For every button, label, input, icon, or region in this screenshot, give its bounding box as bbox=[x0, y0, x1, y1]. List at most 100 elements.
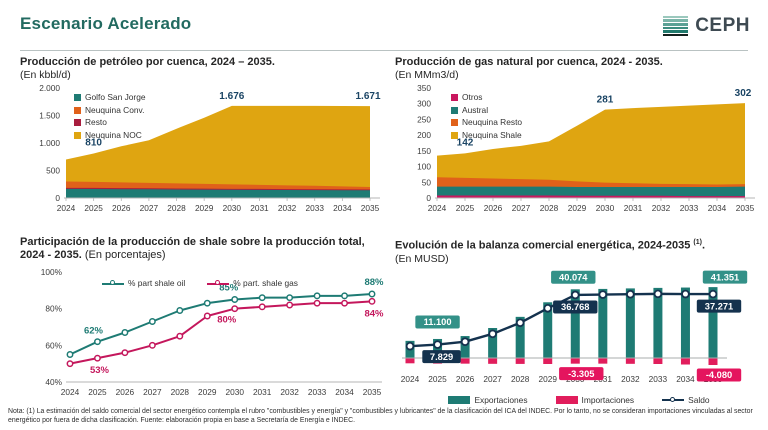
x-tick-label: 2035 bbox=[736, 203, 755, 213]
x-tick-label: 2028 bbox=[171, 387, 190, 397]
balance-chart-title-text: Evolución de la balanza comercial energé… bbox=[395, 239, 691, 252]
bar bbox=[405, 357, 415, 363]
x-tick-label: 2033 bbox=[305, 203, 324, 213]
logo-stripe bbox=[663, 26, 689, 30]
bar bbox=[515, 357, 525, 364]
gas-chart-subtitle: (En MMm3/d) bbox=[395, 69, 459, 81]
data-point-marker bbox=[286, 294, 294, 302]
data-label: 62% bbox=[84, 326, 104, 337]
oil-production-chart-card: Producción de petróleo por cuenca, 2024 … bbox=[20, 56, 382, 220]
data-point-marker bbox=[66, 351, 74, 358]
x-tick-label: 2035 bbox=[363, 387, 382, 397]
legend-item: Neuquina NOC bbox=[74, 130, 146, 142]
logo-stripe bbox=[663, 19, 689, 22]
x-tick-label: 2027 bbox=[140, 203, 159, 213]
x-tick-label: 2025 bbox=[456, 203, 475, 213]
bar bbox=[625, 288, 635, 358]
bar bbox=[598, 288, 608, 358]
y-tick-label: 0 bbox=[426, 193, 431, 203]
line-series-part-shale-oil bbox=[66, 290, 376, 358]
y-tick-label: 100% bbox=[41, 267, 63, 277]
x-tick-label: 2035 bbox=[361, 203, 380, 213]
legend-label: % part. shale gas bbox=[233, 278, 298, 288]
x-tick-label: 2032 bbox=[278, 203, 297, 213]
legend-label: Resto bbox=[85, 117, 107, 127]
area-series-neuquina-noc bbox=[66, 105, 370, 198]
badge-label: 41.351 bbox=[711, 272, 739, 282]
legend-swatch-icon bbox=[74, 119, 81, 127]
x-tick-label: 2034 bbox=[676, 374, 695, 384]
data-point-marker bbox=[94, 338, 101, 346]
y-tick-label: 100 bbox=[417, 162, 431, 172]
legend-swatch-icon bbox=[555, 396, 578, 405]
balance-chart-title-period: . bbox=[701, 239, 705, 252]
legend-item: Importaciones bbox=[555, 394, 635, 407]
data-point-marker bbox=[708, 289, 718, 299]
x-tick-label: 2033 bbox=[680, 203, 699, 213]
y-tick-label: 60% bbox=[45, 340, 62, 350]
data-point-marker bbox=[148, 341, 156, 349]
data-label: 84% bbox=[364, 308, 384, 319]
gas-chart-title: Producción de gas natural por cuenca, 20… bbox=[395, 56, 663, 68]
legend-item: Exportaciones bbox=[448, 395, 528, 407]
legend-swatch-icon bbox=[451, 106, 458, 114]
logo-stripe bbox=[663, 30, 689, 33]
data-point-marker bbox=[176, 332, 184, 340]
data-point-marker bbox=[286, 301, 294, 309]
legend-swatch-icon bbox=[102, 280, 124, 286]
legend-item: Otros bbox=[451, 92, 522, 104]
legend-marker-icon bbox=[215, 280, 221, 286]
data-point-marker bbox=[313, 299, 321, 307]
legend-swatch-icon bbox=[662, 396, 685, 402]
x-tick-label: 2025 bbox=[88, 387, 107, 397]
legend-label: Neuquina Conv. bbox=[85, 104, 145, 115]
line-series-part-shale-gas bbox=[66, 297, 376, 368]
logo-stripe bbox=[663, 15, 689, 19]
ceph-logo-stripes-icon bbox=[663, 15, 689, 37]
data-point-marker bbox=[258, 294, 266, 302]
x-tick-label: 2034 bbox=[333, 203, 352, 213]
x-tick-label: 2028 bbox=[511, 374, 530, 384]
legend-label: Importaciones bbox=[581, 394, 635, 405]
oil-chart-subtitle: (En kbbl/d) bbox=[20, 69, 71, 81]
x-tick-label: 2025 bbox=[84, 203, 103, 213]
logo-stripe bbox=[663, 33, 689, 37]
value-badge bbox=[422, 349, 461, 363]
x-tick-label: 2024 bbox=[428, 203, 447, 213]
data-point-marker bbox=[488, 329, 497, 338]
x-tick-label: 2029 bbox=[568, 203, 587, 213]
x-tick-label: 2034 bbox=[708, 203, 727, 213]
value-badge bbox=[415, 315, 460, 329]
x-tick-label: 2034 bbox=[335, 387, 354, 397]
value-badge bbox=[696, 299, 742, 313]
balance-chart-title-sup: (1) bbox=[693, 239, 702, 246]
ceph-logo: CEPH bbox=[663, 15, 750, 37]
y-tick-label: 250 bbox=[417, 114, 431, 124]
data-point-marker bbox=[148, 318, 156, 325]
legend-swatch-icon bbox=[74, 131, 81, 139]
x-tick-label: 2030 bbox=[225, 387, 244, 397]
x-tick-label: 2031 bbox=[250, 203, 269, 213]
bar bbox=[653, 287, 663, 358]
legend-item: Resto bbox=[74, 117, 146, 129]
data-label: 53% bbox=[90, 365, 110, 376]
y-tick-label: 350 bbox=[417, 83, 431, 93]
data-point-marker bbox=[341, 292, 348, 300]
data-point-marker bbox=[341, 299, 348, 307]
legend-label: Otros bbox=[462, 92, 483, 102]
logo-stripe bbox=[663, 22, 689, 26]
legend-swatch-icon bbox=[74, 106, 81, 114]
area-series-golfo-san-jorge bbox=[66, 188, 370, 198]
legend-swatch-icon bbox=[451, 131, 458, 139]
bar bbox=[570, 357, 580, 364]
x-tick-label: 2026 bbox=[456, 374, 475, 384]
bar bbox=[653, 357, 663, 364]
legend-swatch-icon bbox=[451, 94, 458, 102]
bar bbox=[708, 357, 718, 365]
x-tick-label: 2026 bbox=[116, 387, 135, 397]
y-tick-label: 200 bbox=[417, 130, 431, 140]
data-point-marker bbox=[176, 307, 184, 314]
bar bbox=[680, 357, 690, 365]
badge-label: -4.080 bbox=[706, 370, 732, 380]
legend-label: Neuquina NOC bbox=[85, 129, 142, 140]
